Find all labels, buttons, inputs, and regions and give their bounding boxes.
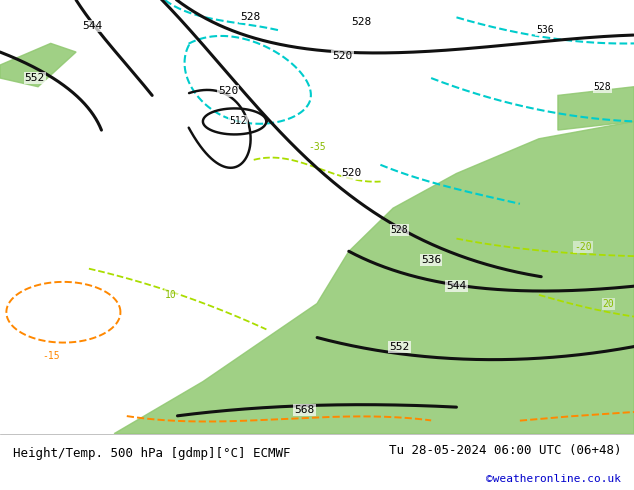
Text: 520: 520 — [332, 51, 353, 61]
Text: 20: 20 — [603, 298, 614, 309]
Text: 528: 528 — [391, 225, 408, 235]
Text: -15: -15 — [42, 350, 60, 361]
Text: 544: 544 — [82, 21, 102, 31]
Text: 544: 544 — [446, 281, 467, 291]
Polygon shape — [558, 87, 634, 130]
Text: Height/Temp. 500 hPa [gdmp][°C] ECMWF: Height/Temp. 500 hPa [gdmp][°C] ECMWF — [13, 447, 290, 460]
Text: 528: 528 — [351, 17, 372, 26]
Text: 10: 10 — [165, 290, 177, 300]
Text: 520: 520 — [218, 86, 238, 96]
Text: 520: 520 — [342, 169, 362, 178]
Text: -35: -35 — [308, 143, 326, 152]
Text: 568: 568 — [294, 405, 314, 415]
Text: 552: 552 — [389, 342, 410, 352]
Text: 528: 528 — [593, 82, 611, 92]
Text: 552: 552 — [25, 73, 45, 83]
Text: Tu 28-05-2024 06:00 UTC (06+48): Tu 28-05-2024 06:00 UTC (06+48) — [389, 444, 621, 457]
Polygon shape — [114, 122, 634, 434]
Text: -20: -20 — [574, 242, 592, 252]
Text: 512: 512 — [229, 117, 247, 126]
Text: 528: 528 — [240, 12, 261, 23]
Text: 536: 536 — [421, 255, 441, 265]
Text: 536: 536 — [536, 25, 554, 35]
Polygon shape — [0, 44, 76, 87]
Text: ©weatheronline.co.uk: ©weatheronline.co.uk — [486, 474, 621, 484]
